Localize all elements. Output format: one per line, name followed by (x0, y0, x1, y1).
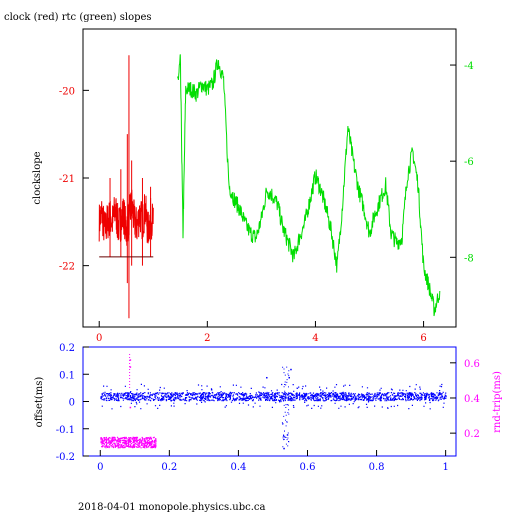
top-y2ticks: -4 -6 -8 (450, 61, 474, 264)
top-yticks: -20 -21 -22 (59, 86, 89, 273)
footer-text: 2018-04-01 monopole.physics.ubc.ca (78, 502, 265, 512)
y2-tick-label: 0.6 (464, 359, 480, 370)
offset-outlier-point (283, 447, 285, 450)
offset-outlier-point (288, 376, 290, 379)
bottom-plot: offset(ms) rnd-trip(ms) 0 0.2 0.4 0.6 0.8 1 0… (34, 343, 503, 473)
y2-tick-label: -8 (464, 253, 474, 264)
x-tick-label: 2 (204, 333, 210, 344)
bottom-series (100, 354, 447, 450)
rnd-trip-outlier-point (129, 359, 132, 361)
x-tick-label: 6 (420, 333, 426, 344)
y-tick-label: -22 (59, 262, 75, 273)
offset-outlier-point (286, 434, 289, 436)
y-tick-label: -21 (59, 174, 75, 185)
offset-outlier-point (266, 376, 268, 379)
y-tick-label: -0.2 (56, 452, 75, 463)
y2-tick-label: -6 (464, 157, 474, 168)
bottom-xticks: 0 0.2 0.4 0.6 0.8 1 (97, 450, 449, 473)
y-tick-label: 0.2 (59, 343, 75, 354)
y-tick-label: -0.1 (56, 425, 75, 436)
bottom-y2label: rnd-trip(ms) (492, 371, 503, 433)
x-tick-label: 0.6 (300, 462, 316, 473)
y-tick-label: 0.1 (59, 370, 75, 381)
y2-tick-label: -4 (464, 61, 474, 72)
offset-scatter (100, 383, 447, 410)
rnd-trip-outlier-point (129, 406, 132, 409)
y-tick-label: -20 (59, 86, 75, 97)
rnd-trip-outlier-point (129, 366, 132, 368)
x-tick-label: 0.2 (161, 462, 177, 473)
offset-outlier-point (290, 368, 292, 371)
y2-tick-label: 0.4 (464, 394, 480, 405)
top-ylabel: clockslope (32, 151, 43, 204)
top-xticks: 0 2 4 6 (96, 321, 427, 344)
clock-series-line (98, 189, 154, 246)
offset-spike-cluster (281, 366, 290, 448)
bottom-ylabel: offset(ms) (34, 377, 45, 428)
rtc-series-line (177, 54, 441, 317)
y2-tick-label: 0.2 (464, 429, 480, 440)
x-tick-label: 0.4 (230, 462, 246, 473)
top-plot-frame (82, 28, 457, 328)
rnd-trip-scatter (100, 436, 157, 449)
chart-title: clock (red) rtc (green) slopes (4, 12, 152, 23)
bottom-y2ticks: 0.6 0.4 0.2 (450, 359, 480, 440)
bottom-yticks: 0.2 0.1 0 -0.1 -0.2 (56, 343, 89, 463)
y-tick-label: 0 (69, 398, 75, 409)
x-tick-label: 4 (312, 333, 318, 344)
x-tick-label: 0.8 (369, 462, 385, 473)
x-tick-label: 1 (442, 462, 448, 473)
top-plot: clockslope 0 2 4 6 -20 -21 -22 -4 -6 -8 (32, 28, 474, 344)
top-series (98, 54, 441, 319)
x-tick-label: 0 (97, 462, 103, 473)
x-tick-label: 0 (96, 333, 102, 344)
